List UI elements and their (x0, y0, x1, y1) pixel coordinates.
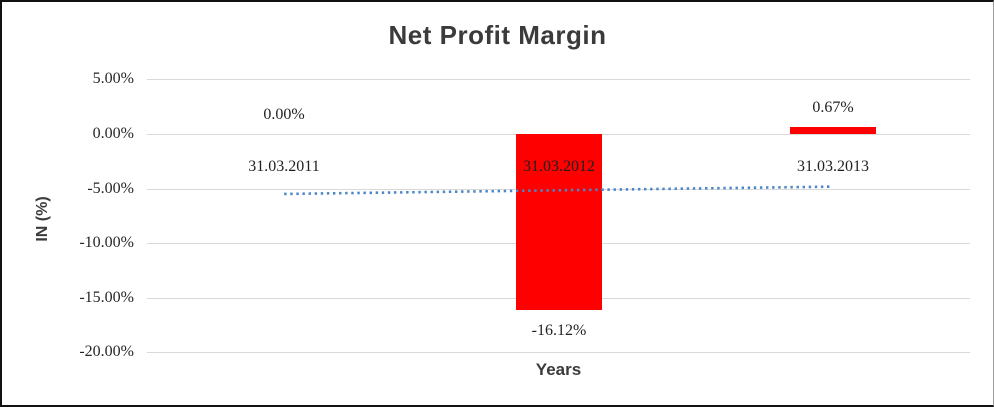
x-axis-title: Years (535, 360, 582, 379)
gridline (147, 352, 970, 353)
gridline (147, 79, 970, 80)
category-label: 31.03.2011 (248, 158, 320, 175)
category-label: 31.03.2013 (797, 158, 869, 175)
y-tick-label: -20.00% (79, 343, 134, 360)
bar (516, 134, 602, 310)
chart-title: Net Profit Margin (388, 20, 607, 50)
data-label: 0.00% (263, 106, 305, 123)
category-label: 31.03.2012 (523, 158, 595, 175)
bar (790, 127, 876, 134)
y-tick-label: 0.00% (92, 125, 134, 142)
y-tick-label: 5.00% (92, 70, 134, 87)
y-tick-label: -5.00% (87, 180, 134, 197)
y-tick-label: -15.00% (79, 289, 134, 306)
data-label: -16.12% (531, 322, 587, 339)
y-tick-label: -10.00% (79, 234, 134, 251)
y-axis-title: IN (%) (34, 196, 51, 242)
data-label: 0.67% (812, 99, 854, 116)
